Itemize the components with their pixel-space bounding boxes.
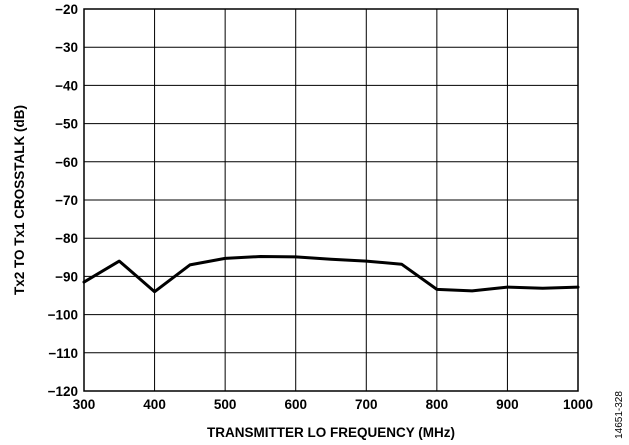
x-tick-label: 500 bbox=[214, 397, 237, 412]
x-tick-label: 300 bbox=[73, 397, 96, 412]
plot-frame bbox=[83, 8, 579, 392]
x-axis-title: TRANSMITTER LO FREQUENCY (MHz) bbox=[207, 425, 455, 440]
series-line bbox=[82, 255, 580, 294]
y-tick-label: −60 bbox=[55, 155, 78, 170]
x-tick-label: 900 bbox=[496, 397, 519, 412]
y-tick-label: −110 bbox=[48, 346, 78, 361]
y-tick-label: −70 bbox=[55, 193, 78, 208]
y-tick-label: −50 bbox=[55, 117, 78, 132]
y-tick-label: −40 bbox=[55, 78, 78, 93]
y-tick-label: −100 bbox=[48, 308, 78, 323]
x-tick-label: 400 bbox=[143, 397, 166, 412]
x-tick-label: 800 bbox=[426, 397, 449, 412]
y-tick-label: −80 bbox=[55, 231, 78, 246]
y-tick-label: −20 bbox=[55, 2, 78, 17]
y-tick-label: −120 bbox=[48, 384, 78, 399]
x-tick-label: 600 bbox=[284, 397, 307, 412]
y-tick-label: −90 bbox=[55, 269, 78, 284]
series-group bbox=[82, 255, 580, 294]
grid-lines bbox=[84, 8, 578, 392]
figure-id-label: 14651-328 bbox=[614, 391, 625, 439]
y-axis-tick-labels: −20 −30 −40 −50 −60 −70 −80 −90 −100 −110 −120 bbox=[48, 2, 78, 399]
x-tick-label: 700 bbox=[355, 397, 378, 412]
x-axis-tick-labels: 300 400 500 600 700 800 900 1000 bbox=[73, 397, 593, 412]
y-tick-label: −30 bbox=[55, 40, 78, 55]
y-axis-title: Tx2 TO Tx1 CROSSTALK (dB) bbox=[12, 105, 27, 295]
x-tick-label: 1000 bbox=[563, 397, 593, 412]
